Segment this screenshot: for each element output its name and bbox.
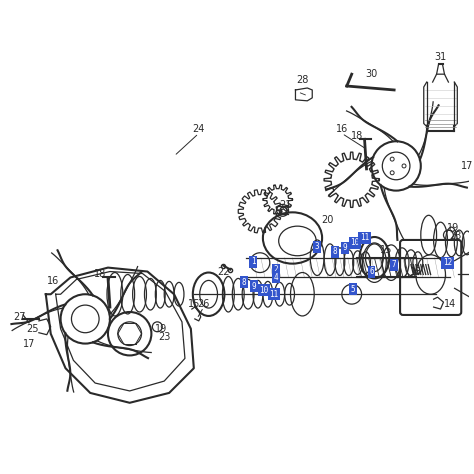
Text: 21: 21 xyxy=(279,201,292,210)
Text: 22: 22 xyxy=(217,266,230,276)
Text: 27: 27 xyxy=(13,312,26,322)
Text: 11: 11 xyxy=(269,290,278,299)
Text: 17: 17 xyxy=(461,161,474,171)
Text: 23: 23 xyxy=(449,231,462,241)
Text: 31: 31 xyxy=(434,53,447,63)
Text: 19: 19 xyxy=(447,223,459,233)
Text: 5: 5 xyxy=(350,285,355,294)
Text: 12: 12 xyxy=(443,258,452,267)
Text: 1: 1 xyxy=(251,257,255,266)
Text: 20: 20 xyxy=(321,215,333,225)
Text: 8: 8 xyxy=(333,247,337,256)
Text: 23: 23 xyxy=(158,332,171,342)
Text: 15: 15 xyxy=(380,245,392,255)
Text: 10: 10 xyxy=(350,238,359,247)
Text: 11: 11 xyxy=(360,234,369,243)
Text: 18: 18 xyxy=(94,270,106,280)
Text: 8: 8 xyxy=(242,278,246,287)
Text: 17: 17 xyxy=(23,338,35,348)
Text: 18: 18 xyxy=(351,131,363,141)
Text: 15: 15 xyxy=(188,299,200,309)
Text: 13: 13 xyxy=(410,266,422,276)
Text: 19: 19 xyxy=(155,324,167,334)
Text: 16: 16 xyxy=(46,276,59,286)
Text: 25: 25 xyxy=(27,324,39,334)
Text: 26: 26 xyxy=(198,299,210,309)
Text: 7: 7 xyxy=(392,260,396,269)
Text: 9: 9 xyxy=(343,243,347,252)
Text: 24: 24 xyxy=(192,125,205,135)
Text: 2: 2 xyxy=(273,265,278,274)
Text: 10: 10 xyxy=(259,286,268,295)
Text: 3: 3 xyxy=(315,242,319,251)
Text: 30: 30 xyxy=(365,69,378,79)
Text: 28: 28 xyxy=(296,75,309,85)
Text: 16: 16 xyxy=(336,125,348,135)
Text: 14: 14 xyxy=(444,299,456,309)
Text: 6: 6 xyxy=(369,267,374,276)
Text: 9: 9 xyxy=(252,282,256,291)
Text: 4: 4 xyxy=(273,273,278,282)
